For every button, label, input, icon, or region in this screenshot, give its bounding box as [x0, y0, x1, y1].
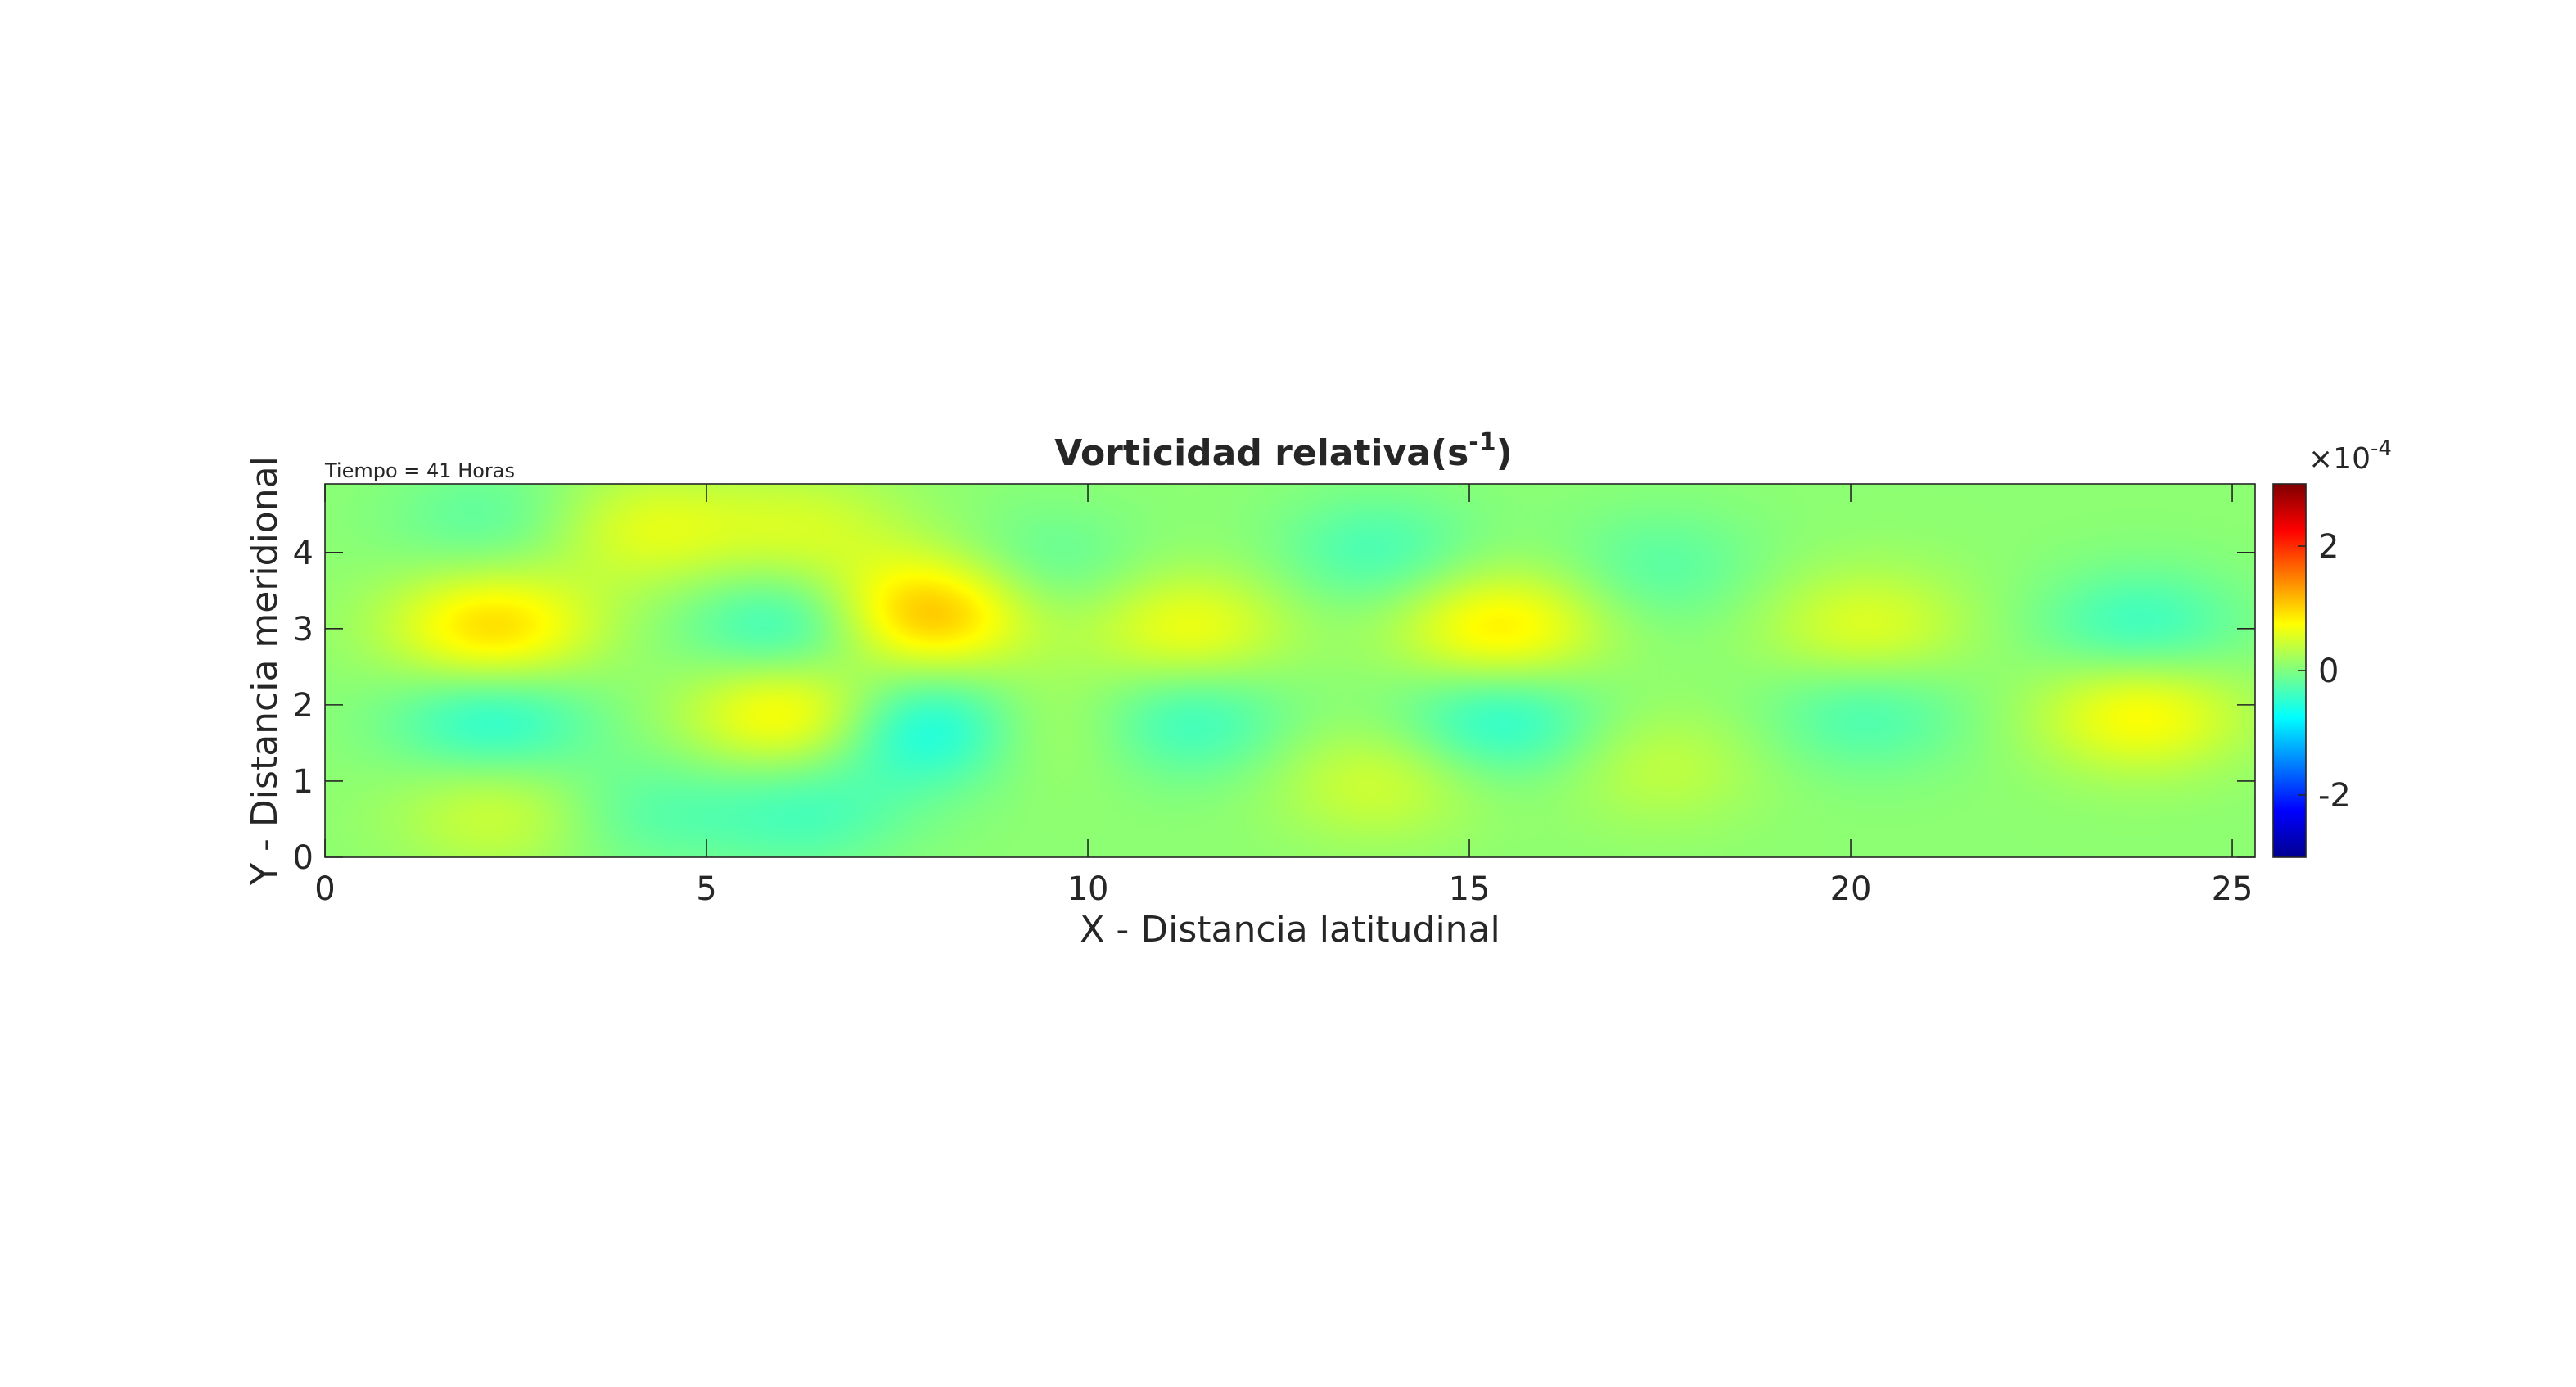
chart-title-close: ): [1496, 432, 1513, 474]
colorbar-exponent-power: -4: [2371, 436, 2392, 461]
x-axis-label: X - Distancia latitudinal: [1080, 909, 1500, 951]
colorbar-exponent: ×10-4: [2308, 436, 2392, 476]
colorbar-tick-label: 0: [2318, 653, 2339, 690]
chart-title-superscript: -1: [1468, 428, 1496, 457]
x-tick-label: 15: [1449, 870, 1491, 908]
y-axis-label: Y - Distancia meridional: [244, 456, 286, 886]
heatmap-area: [325, 484, 2255, 857]
y-tick-label: 4: [293, 535, 314, 572]
x-tick-label: 20: [1830, 870, 1872, 908]
colorbar-tick-label: 2: [2318, 528, 2339, 566]
x-axis: 0 5 10 15 20 25: [314, 484, 2253, 908]
colorbar-exponent-base: ×10: [2308, 442, 2371, 476]
colorbar-tick-label: -2: [2318, 777, 2351, 815]
y-axis: 0 1 2 3 4: [293, 535, 2255, 877]
y-tick-label: 3: [293, 611, 314, 648]
y-tick-label: 0: [293, 839, 314, 877]
x-tick-label: 5: [696, 870, 716, 908]
time-annotation: Tiempo = 41 Horas: [324, 459, 515, 482]
colorbar-ticks: -2 0 2: [2298, 528, 2351, 815]
chart-title: Vorticidad relativa(s-1): [1054, 428, 1512, 474]
x-tick-label: 0: [314, 870, 335, 908]
plot-frame: [324, 483, 2256, 858]
y-tick-label: 1: [293, 763, 314, 801]
chart-title-main: Vorticidad relativa(s: [1054, 432, 1468, 474]
y-tick-label: 2: [293, 687, 314, 725]
heatmap-canvas: [325, 484, 2255, 857]
x-tick-label: 25: [2212, 870, 2253, 908]
x-tick-label: 10: [1067, 870, 1109, 908]
